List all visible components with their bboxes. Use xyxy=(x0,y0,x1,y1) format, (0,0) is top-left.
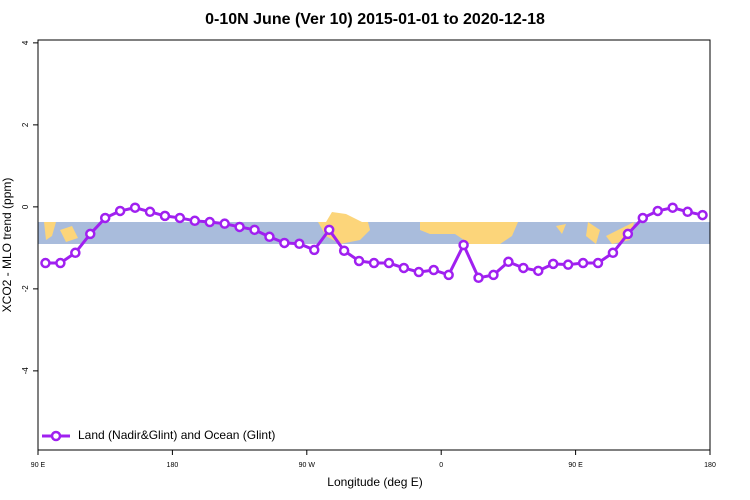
data-point xyxy=(533,265,544,277)
x-axis-label: Longitude (deg E) xyxy=(327,475,422,489)
y-tick-label: 2 xyxy=(21,122,30,127)
data-point xyxy=(607,247,619,259)
y-tick-label: 4 xyxy=(21,40,30,45)
x-tick-label: 90 E xyxy=(568,462,583,469)
data-point xyxy=(55,257,66,269)
legend-marker xyxy=(50,430,62,442)
data-point xyxy=(204,216,215,228)
data-point xyxy=(294,238,305,250)
data-point xyxy=(428,264,439,276)
x-tick-label: 90 E xyxy=(31,462,46,469)
data-point xyxy=(652,205,663,217)
y-tick-label: -4 xyxy=(21,367,30,375)
data-point xyxy=(70,247,81,259)
y-axis-label: XCO2 - MLO trend (ppm) xyxy=(0,178,14,313)
data-point xyxy=(473,272,484,284)
data-point xyxy=(518,262,529,274)
data-point xyxy=(234,221,245,233)
map-band xyxy=(38,212,710,244)
x-tick-label: 180 xyxy=(704,462,716,469)
data-point xyxy=(488,269,499,281)
data-point xyxy=(219,218,230,229)
data-point xyxy=(85,228,96,240)
data-point xyxy=(592,257,604,269)
plot-frame xyxy=(37,39,711,451)
data-point xyxy=(144,206,156,218)
data-point xyxy=(40,257,51,269)
x-tick-label: 180 xyxy=(167,462,179,469)
data-point xyxy=(129,202,141,213)
data-point xyxy=(159,210,171,222)
data-point xyxy=(622,228,634,240)
data-point xyxy=(174,212,186,224)
data-point xyxy=(264,231,275,243)
data-point xyxy=(667,202,678,213)
data-point xyxy=(338,245,350,256)
data-point xyxy=(353,255,365,267)
data-point xyxy=(443,269,454,281)
data-point xyxy=(697,209,708,221)
data-point xyxy=(503,256,514,268)
data-point xyxy=(309,244,320,256)
y-tick-label: 0 xyxy=(21,204,30,209)
data-point xyxy=(323,224,335,236)
data-point xyxy=(458,239,469,251)
data-point xyxy=(99,212,111,224)
data-point xyxy=(189,215,201,227)
y-tick-label: -2 xyxy=(21,285,30,293)
data-point xyxy=(279,237,290,249)
data-point xyxy=(249,224,260,236)
legend-label: Land (Nadir&Glint) and Ocean (Glint) xyxy=(78,428,275,442)
data-point xyxy=(637,212,649,224)
data-point xyxy=(562,259,574,270)
x-tick-label: 90 W xyxy=(299,462,316,469)
data-point xyxy=(383,257,395,269)
data-point xyxy=(413,266,425,278)
data-point xyxy=(547,258,559,270)
data-point xyxy=(368,257,380,269)
data-point xyxy=(577,257,589,269)
data-point xyxy=(682,206,693,218)
chart-title: 0-10N June (Ver 10) 2015-01-01 to 2020-1… xyxy=(205,11,545,28)
data-point xyxy=(114,205,126,217)
x-tick-label: 0 xyxy=(439,462,443,469)
data-point xyxy=(398,262,410,274)
